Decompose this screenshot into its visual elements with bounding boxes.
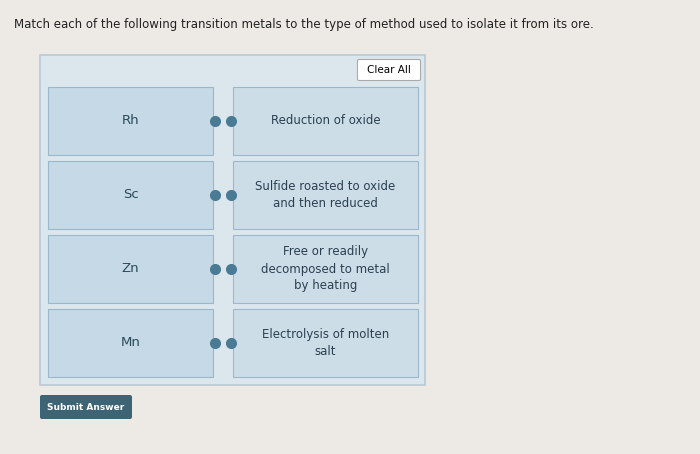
Text: Clear All: Clear All [367,65,411,75]
Text: Zn: Zn [122,262,139,276]
FancyBboxPatch shape [40,395,132,419]
FancyBboxPatch shape [48,235,213,303]
Text: Electrolysis of molten
salt: Electrolysis of molten salt [262,328,389,358]
FancyBboxPatch shape [40,55,425,385]
FancyBboxPatch shape [48,161,213,229]
FancyBboxPatch shape [233,87,418,155]
Text: Free or readily
decomposed to metal
by heating: Free or readily decomposed to metal by h… [261,246,390,292]
FancyBboxPatch shape [233,309,418,377]
FancyBboxPatch shape [233,161,418,229]
Text: Match each of the following transition metals to the type of method used to isol: Match each of the following transition m… [14,18,594,31]
Text: Sulfide roasted to oxide
and then reduced: Sulfide roasted to oxide and then reduce… [256,180,396,210]
Text: Sc: Sc [122,188,139,202]
FancyBboxPatch shape [358,59,421,80]
FancyBboxPatch shape [48,309,213,377]
Text: Mn: Mn [120,336,141,350]
Text: Reduction of oxide: Reduction of oxide [271,114,380,128]
FancyBboxPatch shape [48,87,213,155]
Text: Submit Answer: Submit Answer [48,403,125,411]
Text: Rh: Rh [122,114,139,128]
FancyBboxPatch shape [233,235,418,303]
